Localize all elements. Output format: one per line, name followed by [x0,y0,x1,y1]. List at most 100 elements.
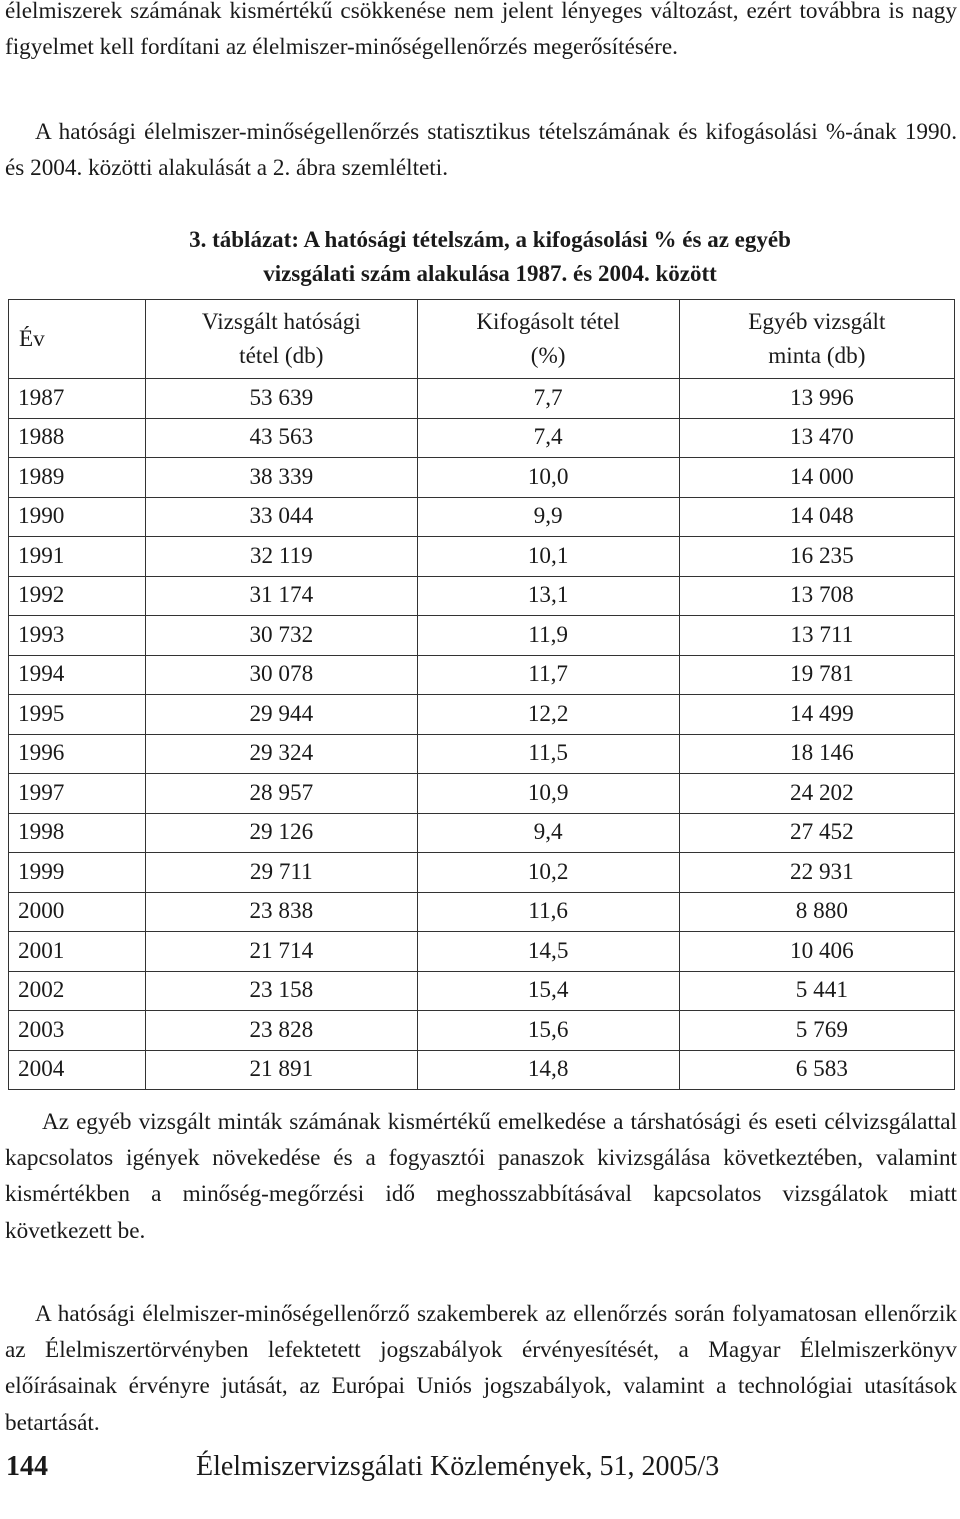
cell-year: 2000 [7,891,147,932]
cell-other-samples: 13 708 [678,575,956,616]
table-body: 1987 53 639 7,7 13 996 1988 43 563 7,4 13 470 19… [7,378,956,1090]
header-rejected-percent-line-1: Kifogásolt tétel [476,309,620,335]
cell-rejected-percent: 7,7 [416,378,680,419]
cell-inspected-items: 28 957 [145,773,418,814]
cell-year: 1987 [7,378,147,419]
cell-year: 1999 [7,852,147,893]
cell-inspected-items: 29 324 [145,733,418,774]
cell-year: 2002 [7,970,147,1011]
table-row: 2000 23 838 11,6 8 880 [7,891,956,932]
page-number: 144 [6,1451,48,1482]
cell-inspected-items: 29 126 [145,812,418,853]
table-row: 1992 31 174 13,1 13 708 [7,575,956,616]
table-row: 1990 33 044 9,9 14 048 [7,496,956,537]
table-row: 1989 38 339 10,0 14 000 [7,457,956,498]
table-row: 1994 30 078 11,7 19 781 [7,654,956,695]
cell-inspected-items: 21 891 [145,1049,418,1090]
cell-inspected-items: 43 563 [145,417,418,458]
cell-rejected-percent: 10,1 [416,536,680,577]
cell-other-samples: 6 583 [678,1049,956,1090]
cell-year: 1995 [7,694,147,735]
header-inspected-items: Vizsgált hatósági tétel (db) [145,299,418,379]
paragraph-figure-reference: A hatósági élelmiszer-minőségellenőrzés … [5,119,957,182]
cell-inspected-items: 29 711 [145,852,418,893]
cell-year: 2004 [7,1049,147,1090]
cell-other-samples: 14 499 [678,694,956,735]
table-row: 1996 29 324 11,5 18 146 [7,733,956,774]
header-other-samples: Egyéb vizsgált minta (db) [678,299,956,379]
table-header-row: Év Vizsgált hatósági tétel (db) Kifogáso… [7,299,956,379]
cell-rejected-percent: 14,5 [416,931,680,972]
cell-inspected-items: 23 158 [145,970,418,1011]
cell-other-samples: 22 931 [678,852,956,893]
cell-year: 1990 [7,496,147,537]
table-row: 1997 28 957 10,9 24 202 [7,773,956,814]
cell-other-samples: 13 711 [678,615,956,656]
cell-year: 1996 [7,733,147,774]
header-other-samples-line-1: Egyéb vizsgált [748,309,886,335]
header-year: Év [7,299,147,379]
cell-inspected-items: 23 838 [145,891,418,932]
cell-other-samples: 24 202 [678,773,956,814]
journal-citation: Élelmiszervizsgálati Közlemények, 51, 20… [196,1451,720,1482]
cell-other-samples: 13 996 [678,378,956,419]
cell-year: 1988 [7,417,147,458]
cell-rejected-percent: 11,6 [416,891,680,932]
header-rejected-percent-line-2: (%) [530,343,566,369]
table-row: 1988 43 563 7,4 13 470 [7,417,956,458]
cell-inspected-items: 53 639 [145,378,418,419]
paragraph-other-samples: Az egyéb vizsgált minták számának kismér… [5,1109,957,1244]
cell-inspected-items: 33 044 [145,496,418,537]
table-row: 2003 23 828 15,6 5 769 [7,1010,956,1051]
table-row: 1993 30 732 11,9 13 711 [7,615,956,656]
cell-rejected-percent: 11,9 [416,615,680,656]
table-row: 1987 53 639 7,7 13 996 [7,378,956,419]
data-table: Év Vizsgált hatósági tétel (db) Kifogáso… [7,299,956,1090]
cell-inspected-items: 29 944 [145,694,418,735]
cell-rejected-percent: 9,4 [416,812,680,853]
paragraph-inspectors: A hatósági élelmiszer-minőségellenőrző s… [5,1301,957,1436]
table-row: 1998 29 126 9,4 27 452 [7,812,956,853]
table-row: 1999 29 711 10,2 22 931 [7,852,956,893]
cell-inspected-items: 30 078 [145,654,418,695]
header-rejected-percent: Kifogásolt tétel (%) [416,299,680,379]
cell-year: 1997 [7,773,147,814]
cell-rejected-percent: 15,6 [416,1010,680,1051]
table-header: Év Vizsgált hatósági tétel (db) Kifogáso… [7,299,956,379]
paragraph-intro: élelmiszerek számának kismértékű csökken… [5,0,957,61]
cell-rejected-percent: 11,5 [416,733,680,774]
cell-rejected-percent: 13,1 [416,575,680,616]
cell-rejected-percent: 14,8 [416,1049,680,1090]
cell-rejected-percent: 10,0 [416,457,680,498]
cell-rejected-percent: 15,4 [416,970,680,1011]
cell-other-samples: 14 048 [678,496,956,537]
cell-inspected-items: 21 714 [145,931,418,972]
cell-other-samples: 8 880 [678,891,956,932]
cell-rejected-percent: 10,9 [416,773,680,814]
cell-year: 2003 [7,1010,147,1051]
cell-other-samples: 10 406 [678,931,956,972]
cell-rejected-percent: 9,9 [416,496,680,537]
header-inspected-items-line-2: tétel (db) [239,343,324,369]
table-caption: 3. táblázat: A hatósági tételszám, a kif… [0,223,960,291]
table-row: 2001 21 714 14,5 10 406 [7,931,956,972]
cell-other-samples: 18 146 [678,733,956,774]
cell-other-samples: 5 769 [678,1010,956,1051]
cell-year: 1992 [7,575,147,616]
cell-year: 2001 [7,931,147,972]
cell-other-samples: 14 000 [678,457,956,498]
table-caption-line-1: 3. táblázat: A hatósági tételszám, a kif… [189,227,791,252]
table-row: 1991 32 119 10,1 16 235 [7,536,956,577]
cell-inspected-items: 23 828 [145,1010,418,1051]
header-other-samples-line-2: minta (db) [768,343,866,369]
cell-inspected-items: 38 339 [145,457,418,498]
cell-other-samples: 5 441 [678,970,956,1011]
cell-other-samples: 16 235 [678,536,956,577]
cell-year: 1994 [7,654,147,695]
cell-year: 1993 [7,615,147,656]
cell-other-samples: 13 470 [678,417,956,458]
table-row: 1995 29 944 12,2 14 499 [7,694,956,735]
cell-year: 1989 [7,457,147,498]
table-row: 2002 23 158 15,4 5 441 [7,970,956,1011]
cell-inspected-items: 31 174 [145,575,418,616]
